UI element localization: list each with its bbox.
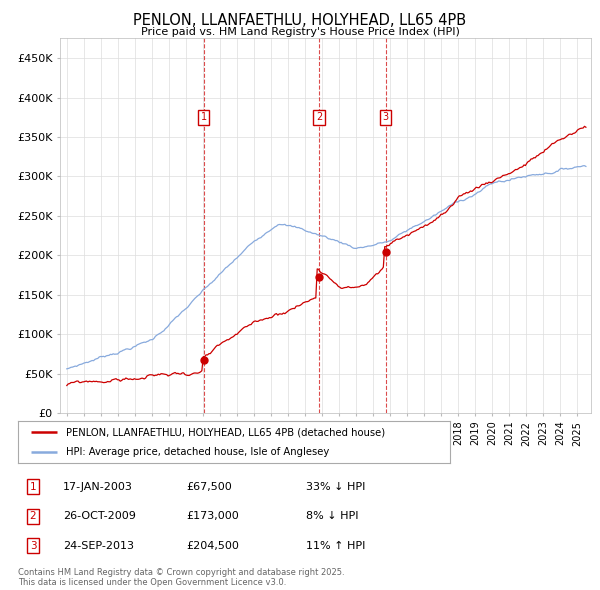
Text: 2: 2 xyxy=(29,512,37,521)
Text: PENLON, LLANFAETHLU, HOLYHEAD, LL65 4PB (detached house): PENLON, LLANFAETHLU, HOLYHEAD, LL65 4PB … xyxy=(65,427,385,437)
Text: 17-JAN-2003: 17-JAN-2003 xyxy=(63,482,133,491)
Text: 8% ↓ HPI: 8% ↓ HPI xyxy=(306,512,359,521)
Text: PENLON, LLANFAETHLU, HOLYHEAD, LL65 4PB: PENLON, LLANFAETHLU, HOLYHEAD, LL65 4PB xyxy=(133,13,467,28)
Text: Contains HM Land Registry data © Crown copyright and database right 2025.
This d: Contains HM Land Registry data © Crown c… xyxy=(18,568,344,587)
Text: Price paid vs. HM Land Registry's House Price Index (HPI): Price paid vs. HM Land Registry's House … xyxy=(140,27,460,37)
Text: HPI: Average price, detached house, Isle of Anglesey: HPI: Average price, detached house, Isle… xyxy=(65,447,329,457)
Text: 1: 1 xyxy=(200,112,207,122)
Text: 33% ↓ HPI: 33% ↓ HPI xyxy=(306,482,365,491)
Text: 26-OCT-2009: 26-OCT-2009 xyxy=(63,512,136,521)
Text: 2: 2 xyxy=(316,112,322,122)
Text: £173,000: £173,000 xyxy=(186,512,239,521)
Text: 11% ↑ HPI: 11% ↑ HPI xyxy=(306,541,365,550)
Text: 1: 1 xyxy=(29,482,37,491)
Text: 3: 3 xyxy=(383,112,389,122)
Text: 3: 3 xyxy=(29,541,37,550)
Text: £67,500: £67,500 xyxy=(186,482,232,491)
Text: 24-SEP-2013: 24-SEP-2013 xyxy=(63,541,134,550)
Text: £204,500: £204,500 xyxy=(186,541,239,550)
